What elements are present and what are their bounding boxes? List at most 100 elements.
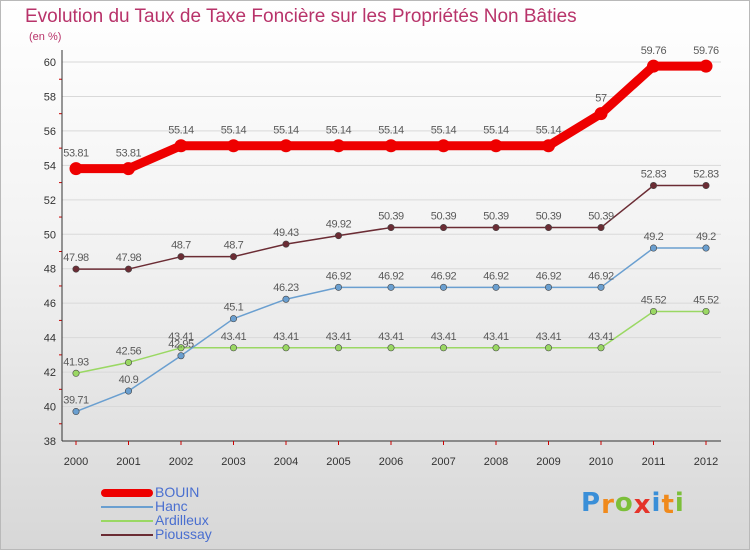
logo-letter: t — [661, 490, 675, 520]
data-point-pioussay — [125, 265, 133, 273]
data-point-hanc — [334, 283, 342, 291]
data-point-pioussay — [492, 224, 500, 232]
data-label-hanc: 49.2 — [644, 231, 664, 243]
data-point-bouin — [489, 139, 503, 153]
data-point-hanc — [544, 283, 552, 291]
x-tick-label: 2002 — [169, 456, 193, 468]
data-label-hanc: 46.92 — [536, 270, 562, 282]
legend-item-ardilleux: Ardilleux — [101, 512, 361, 528]
y-tick-label: 48 — [44, 264, 56, 276]
data-point-hanc — [649, 244, 657, 252]
data-point-pioussay — [177, 253, 185, 261]
data-point-pioussay — [544, 224, 552, 232]
data-point-pioussay — [597, 224, 605, 232]
data-label-ardilleux: 42.56 — [116, 345, 142, 357]
x-tick-label: 2008 — [484, 456, 508, 468]
data-label-pioussay: 49.92 — [326, 219, 352, 231]
logo-letter: x — [633, 490, 652, 520]
data-label-ardilleux: 43.41 — [536, 331, 562, 343]
data-label-bouin: 55.14 — [273, 125, 299, 137]
data-label-hanc: 46.92 — [431, 270, 457, 282]
data-label-bouin: 57 — [595, 93, 607, 105]
y-tick-label: 46 — [44, 298, 56, 310]
data-label-hanc: 40.9 — [119, 374, 139, 386]
x-tick-label: 2007 — [431, 456, 455, 468]
data-point-pioussay — [230, 253, 238, 261]
data-label-pioussay: 49.43 — [273, 227, 299, 239]
data-point-pioussay — [649, 182, 657, 190]
y-tick-label: 38 — [44, 436, 56, 448]
data-label-bouin: 55.14 — [483, 125, 509, 137]
data-label-ardilleux: 45.52 — [641, 294, 667, 306]
data-label-bouin: 55.14 — [221, 125, 247, 137]
data-label-pioussay: 48.7 — [224, 240, 244, 252]
data-label-ardilleux: 43.41 — [221, 331, 247, 343]
data-label-hanc: 49.2 — [696, 231, 716, 243]
data-label-pioussay: 50.39 — [378, 211, 404, 223]
data-label-bouin: 53.81 — [116, 148, 142, 160]
data-point-bouin — [122, 162, 135, 176]
chart-unit-label: (en %) — [29, 31, 62, 43]
data-label-bouin: 59.76 — [693, 45, 719, 57]
data-label-ardilleux: 43.41 — [431, 331, 457, 343]
data-label-pioussay: 50.39 — [588, 211, 614, 223]
data-label-bouin: 55.14 — [378, 125, 404, 137]
data-label-hanc: 46.92 — [588, 270, 614, 282]
series-line-bouin — [71, 61, 711, 174]
data-point-hanc — [597, 283, 605, 291]
data-label-ardilleux: 41.93 — [63, 356, 89, 368]
y-tick-label: 56 — [44, 126, 56, 138]
data-point-hanc — [177, 352, 185, 360]
data-label-pioussay: 52.83 — [641, 169, 667, 181]
data-label-pioussay: 47.98 — [116, 252, 142, 264]
data-label-bouin: 55.14 — [536, 125, 562, 137]
legend-swatch — [101, 506, 153, 508]
data-point-ardilleux — [492, 344, 500, 352]
logo-letter: i — [651, 488, 662, 518]
x-tick-label: 2001 — [116, 456, 140, 468]
logo-letter: i — [674, 488, 685, 518]
data-label-hanc: 39.71 — [63, 395, 89, 407]
data-point-pioussay — [387, 224, 395, 232]
y-tick-label: 50 — [44, 229, 56, 241]
legend-swatch — [101, 520, 153, 522]
chart-legend: BOUIN Hanc Ardilleux Pioussay — [101, 485, 361, 542]
data-label-hanc: 45.1 — [224, 302, 244, 314]
data-point-bouin — [384, 139, 398, 153]
logo-letter: o — [614, 488, 634, 518]
data-label-bouin: 53.81 — [63, 148, 89, 160]
proxiti-logo: Proxiti — [581, 488, 685, 520]
data-point-bouin — [699, 59, 713, 73]
chart-title: Evolution du Taux de Taxe Foncière sur l… — [25, 6, 577, 27]
data-point-bouin — [437, 139, 450, 153]
x-tick-label: 2003 — [221, 456, 245, 468]
y-tick-label: 52 — [44, 195, 56, 207]
data-point-ardilleux — [72, 369, 80, 377]
y-tick-label: 42 — [44, 367, 56, 379]
data-label-ardilleux: 45.52 — [693, 294, 719, 306]
data-point-bouin — [69, 162, 83, 176]
data-label-bouin: 59.76 — [641, 45, 667, 57]
data-point-bouin — [647, 59, 660, 73]
data-point-pioussay — [282, 240, 290, 248]
y-tick-label: 40 — [44, 402, 56, 414]
x-tick-label: 2000 — [64, 456, 88, 468]
data-point-ardilleux — [439, 344, 447, 352]
legend-label: Pioussay — [155, 526, 212, 542]
data-point-hanc — [230, 315, 238, 323]
data-point-hanc — [492, 283, 500, 291]
data-label-bouin: 55.14 — [431, 125, 457, 137]
data-point-hanc — [282, 295, 290, 303]
legend-label: Ardilleux — [155, 512, 209, 528]
data-point-ardilleux — [387, 344, 395, 352]
legend-swatch — [101, 489, 153, 497]
data-point-bouin — [542, 139, 555, 153]
legend-item-bouin: BOUIN — [101, 485, 361, 500]
logo-letter: r — [601, 490, 615, 520]
data-point-pioussay — [439, 224, 447, 232]
x-tick-label: 2012 — [694, 456, 718, 468]
logo-letter: P — [581, 488, 602, 518]
data-point-pioussay — [702, 182, 710, 190]
data-point-hanc — [702, 244, 710, 252]
